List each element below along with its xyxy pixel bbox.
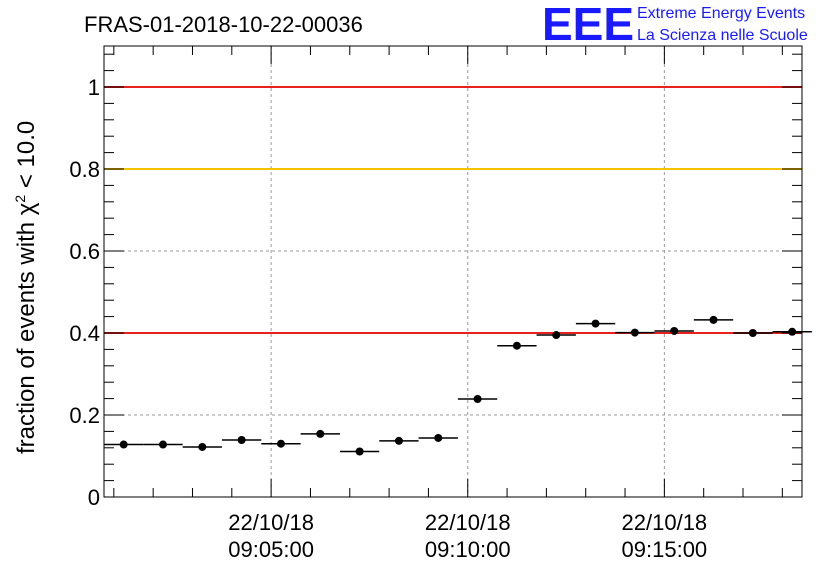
data-point [158,440,167,449]
y-tick-label: 0.8 [69,157,100,182]
data-point [198,442,207,451]
y-tick-label: 0.4 [69,321,100,346]
chart-title: FRAS-01-2018-10-22-00036 [84,12,363,37]
y-axis-label-superscript: 2 [12,195,28,203]
x-tick-label-date: 22/10/18 [425,510,511,535]
grid [104,46,802,497]
data-point [316,429,325,438]
reference-lines [104,86,802,334]
logo-mark: EEE [542,0,634,50]
data-point [512,341,521,350]
x-axis: 22/10/1809:05:0022/10/1809:10:0022/10/18… [113,46,783,562]
data-point [473,395,482,404]
y-axis-label-suffix: < 10.0 [13,121,40,195]
data-point [355,447,364,456]
data-point [434,433,443,442]
data-point [394,436,403,445]
y-axis-label-symbol: χ [13,202,40,215]
data-point [748,329,757,337]
y-tick-label: 1 [88,75,100,100]
y-axis: 0 0.2 0.4 0.6 0.8 1 [69,53,802,510]
x-tick-label-time: 09:10:00 [425,537,511,562]
plot-frame [103,45,803,498]
logo: EEE Extreme Energy Events La Scienza nel… [542,0,808,50]
x-tick-label-time: 09:05:00 [228,537,314,562]
y-tick-label: 0 [88,485,100,510]
x-tick-label-date: 22/10/18 [228,510,314,535]
y-tick-label: 0.2 [69,403,100,428]
data-point [276,439,285,448]
data-point [119,440,128,449]
data-point [630,328,639,337]
data-point [670,326,679,335]
x-tick-label-time: 09:15:00 [622,537,708,562]
y-tick-label: 0.6 [69,239,100,264]
y-axis-label-text: fraction of events with [13,222,40,454]
data-point [591,319,600,328]
data-point [709,315,718,324]
data-point [552,331,561,340]
data-points [104,315,812,456]
logo-line-1: Extreme Energy Events [637,5,805,22]
data-point [788,327,797,336]
logo-line-2: La Scienza nelle Scuole [637,27,808,44]
data-point [237,436,246,445]
x-tick-label-date: 22/10/18 [622,510,708,535]
y-axis-label: fraction of events with χ2 < 10.0 [12,121,40,454]
